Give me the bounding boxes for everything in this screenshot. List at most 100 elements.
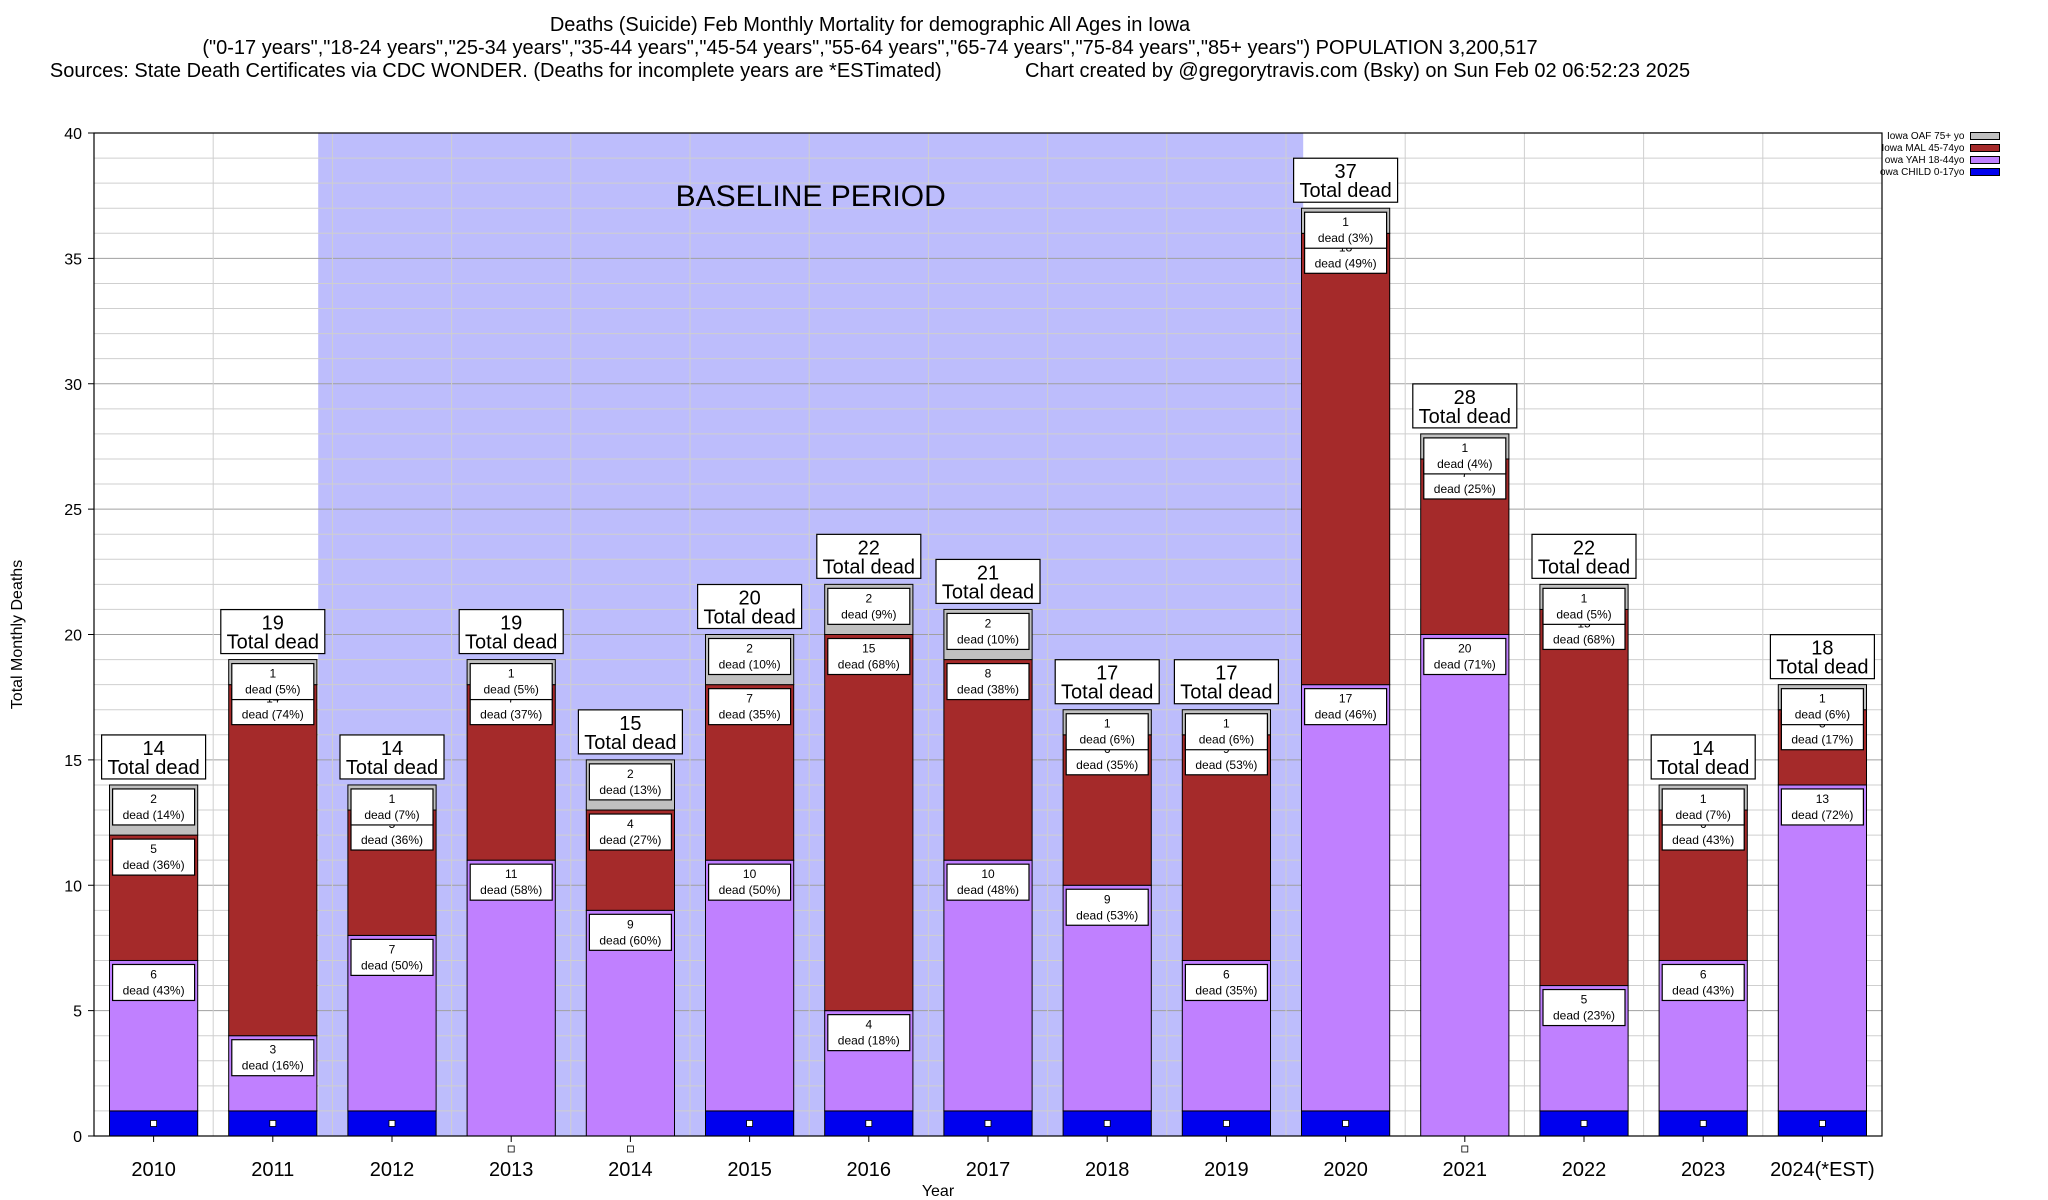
segment-label-count: 1 <box>1104 717 1111 731</box>
segment-label-count: 1 <box>1700 792 1707 806</box>
segment-label-percent: dead (27%) <box>599 833 661 847</box>
x-tick-label: 2012 <box>370 1159 415 1181</box>
segment-label-count: 3 <box>269 1043 276 1057</box>
segment-label-percent: dead (3%) <box>1318 231 1373 245</box>
legend-swatch <box>1970 144 2001 152</box>
total-label-box <box>696 583 803 630</box>
segment-label-box <box>946 662 1030 701</box>
segment-label-count: 11 <box>505 867 518 881</box>
segment-label-box <box>231 1039 315 1077</box>
bar-segment <box>824 634 914 1012</box>
child-marker <box>150 1120 158 1127</box>
child-marker <box>1223 1120 1230 1127</box>
segment-label-box <box>350 788 434 826</box>
segment-label-percent: dead (7%) <box>1676 808 1731 822</box>
segment-label-percent: dead (23%) <box>1553 1009 1615 1023</box>
bar-segment <box>1539 608 1629 987</box>
segment-label-count: 1 <box>1342 215 1349 229</box>
total-suffix: Total dead <box>107 757 199 779</box>
total-value: 22 <box>858 537 880 559</box>
legend-label: Iowa OAF 75+ yo <box>1886 130 1965 142</box>
segment-label-percent: dead (71%) <box>1434 658 1496 672</box>
y-tick-label: 25 <box>64 502 82 519</box>
segment-label-percent: dead (58%) <box>480 883 542 897</box>
segment-label-percent: dead (37%) <box>480 708 542 722</box>
segment-label-percent: dead (25%) <box>1434 482 1496 496</box>
child-marker <box>1699 1120 1707 1127</box>
segment-label-box <box>1065 713 1149 751</box>
total-suffix: Total dead <box>465 632 557 654</box>
segment-label-percent: dead (18%) <box>838 1034 900 1048</box>
segment-label-percent: dead (6%) <box>1795 708 1850 722</box>
y-tick-label: 10 <box>64 878 82 895</box>
bar-segment <box>943 859 1033 1112</box>
chart-title: Deaths (Suicide) Feb Monthly Mortality f… <box>549 14 1191 36</box>
total-suffix: Total dead <box>703 607 795 629</box>
segment-label-percent: dead (60%) <box>599 933 661 947</box>
total-suffix: Total dead <box>346 757 438 779</box>
segment-label-box <box>946 863 1030 901</box>
segment-label-count: 8 <box>985 667 992 681</box>
segment-label-count: 15 <box>862 642 876 656</box>
child-marker <box>388 1120 396 1127</box>
legend-label: owa YAH 18-44yo <box>1884 154 1965 166</box>
segment-label-box <box>588 913 673 951</box>
segment-label-box <box>1661 963 1745 1002</box>
segment-label-box <box>827 637 911 676</box>
segment-label-percent: dead (13%) <box>599 783 661 797</box>
x-tick-label: 2016 <box>847 1159 892 1181</box>
total-suffix: Total dead <box>1419 406 1511 428</box>
total-value: 18 <box>1811 638 1833 660</box>
x-tick-label: 2023 <box>1681 1159 1726 1181</box>
segment-label-count: 4 <box>627 817 634 831</box>
segment-label-percent: dead (35%) <box>719 708 781 722</box>
segment-label-count: 1 <box>389 792 396 806</box>
segment-label-box <box>1303 211 1388 249</box>
chart-title-block: Deaths (Suicide) Feb Monthly Mortality f… <box>0 14 1740 83</box>
segment-label-percent: dead (10%) <box>719 658 781 672</box>
segment-label-percent: dead (36%) <box>123 858 185 872</box>
total-label-box <box>458 608 564 655</box>
segment-label-box <box>1303 688 1388 726</box>
total-label-box <box>100 734 207 780</box>
child-marker <box>507 1145 515 1153</box>
x-tick-label: 2018 <box>1085 1159 1130 1181</box>
segment-label-box <box>469 662 553 701</box>
segment-label-count: 5 <box>1581 993 1588 1007</box>
segment-label-box <box>350 938 434 977</box>
total-value: 19 <box>500 613 522 635</box>
segment-label-count: 9 <box>627 917 634 931</box>
segment-label-box <box>588 813 673 851</box>
segment-label-count: 17 <box>1339 692 1353 706</box>
bar-segment <box>228 684 318 1037</box>
segment-label-box <box>827 587 911 625</box>
segment-label-count: 6 <box>1223 967 1230 981</box>
segment-label-box <box>1661 788 1745 826</box>
y-tick-label: 40 <box>64 126 82 143</box>
segment-label-count: 1 <box>508 667 515 681</box>
total-label-box <box>220 608 326 655</box>
legend-swatch <box>1970 132 2001 140</box>
bar-segment <box>1300 232 1391 686</box>
segment-label-percent: dead (46%) <box>1315 708 1377 722</box>
segment-label-box <box>1423 637 1507 676</box>
total-value: 17 <box>1215 663 1237 685</box>
segment-label-count: 1 <box>1581 591 1588 605</box>
total-value: 14 <box>142 738 164 760</box>
segment-label-percent: dead (49%) <box>1315 256 1377 270</box>
plot-border <box>93 132 1883 1137</box>
segment-label-box <box>1423 437 1507 475</box>
segment-label-percent: dead (7%) <box>364 808 419 822</box>
total-value: 15 <box>619 713 641 735</box>
child-marker <box>1580 1120 1588 1127</box>
segment-label-percent: dead (16%) <box>242 1059 304 1073</box>
legend-label: Iowa MAL 45-74yo <box>1881 142 1965 154</box>
segment-label-count: 6 <box>1700 967 1707 981</box>
segment-label-percent: dead (43%) <box>123 983 185 997</box>
segment-label-box <box>111 838 196 876</box>
total-label-box <box>1054 659 1160 705</box>
segment-label-box <box>707 637 792 676</box>
segment-label-count: 9 <box>1104 892 1111 906</box>
segment-label-percent: dead (35%) <box>1076 758 1138 772</box>
total-value: 14 <box>381 738 403 760</box>
